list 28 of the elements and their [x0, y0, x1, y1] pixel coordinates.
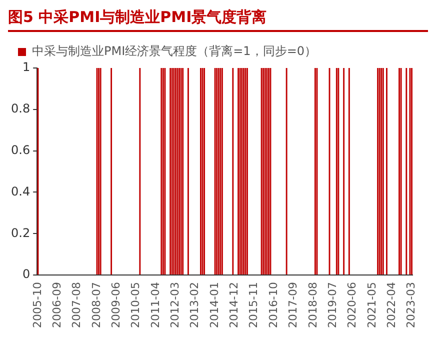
x-tick-label: 2021-05: [365, 282, 378, 328]
x-tick-label: 2012-03: [168, 282, 182, 328]
x-tick-label: 2014-12: [228, 282, 241, 328]
y-tick-label: 0: [22, 267, 30, 282]
y-tick-label: 0.4: [10, 184, 30, 198]
x-tick-label: 2007-08: [70, 282, 84, 328]
x-tick-label: 2011-04: [148, 282, 162, 328]
x-tick-label: 2015-11: [247, 282, 260, 328]
x-tick-label: 2006-09: [50, 282, 64, 328]
x-tick-label: 2016-10: [266, 282, 280, 328]
x-tick-label: 2018-08: [306, 282, 320, 328]
y-tick-label: 0.2: [10, 226, 30, 240]
x-tick-label: 2005-10: [30, 282, 44, 328]
chart-title: 图5 中采PMI与制造业PMI景气度背离: [8, 8, 428, 32]
x-tick-label: 2009-06: [110, 282, 123, 328]
x-tick-label: 2008-07: [90, 282, 103, 328]
legend-label: 中采与制造业PMI经济景气程度（背离=1，同步=0）: [32, 44, 317, 58]
y-tick-label: 0.6: [10, 142, 30, 157]
x-tick-label: 2013-02: [188, 282, 202, 328]
x-tick-label: 2014-01: [208, 282, 221, 328]
x-tick-label: 2019-07: [326, 282, 339, 328]
x-tick-label: 2010-05: [129, 282, 142, 328]
x-tick-label: 2020-06: [346, 282, 359, 328]
x-tick-label: 2022-04: [384, 282, 398, 328]
x-tick-label: 2023-03: [404, 282, 418, 328]
y-tick-label: 1: [22, 60, 30, 74]
y-tick-label: 0.8: [10, 102, 30, 116]
x-tick-label: 2017-09: [286, 282, 300, 328]
